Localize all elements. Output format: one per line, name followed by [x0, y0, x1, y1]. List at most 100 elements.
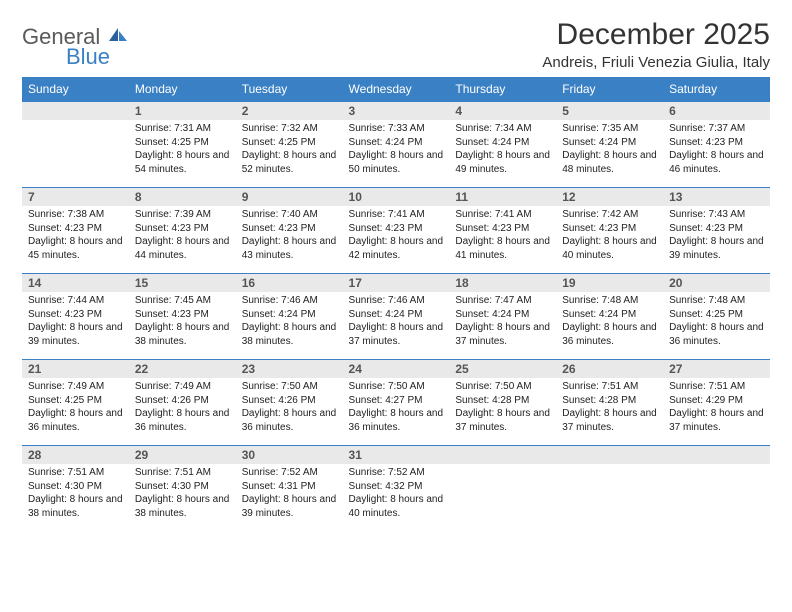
location-text: Andreis, Friuli Venezia Giulia, Italy	[542, 54, 770, 71]
daylight-text: Daylight: 8 hours and 38 minutes.	[28, 493, 123, 520]
sunset-text: Sunset: 4:31 PM	[242, 480, 337, 494]
calendar-week-row: 14Sunrise: 7:44 AMSunset: 4:23 PMDayligh…	[22, 274, 770, 360]
sunrise-text: Sunrise: 7:51 AM	[562, 380, 657, 394]
sunrise-text: Sunrise: 7:35 AM	[562, 122, 657, 136]
sunset-text: Sunset: 4:24 PM	[562, 136, 657, 150]
sunrise-text: Sunrise: 7:40 AM	[242, 208, 337, 222]
daylight-text: Daylight: 8 hours and 39 minutes.	[669, 235, 764, 262]
day-number: 11	[449, 188, 556, 206]
day-number: 17	[343, 274, 450, 292]
calendar-cell: 24Sunrise: 7:50 AMSunset: 4:27 PMDayligh…	[343, 360, 450, 446]
sunrise-text: Sunrise: 7:32 AM	[242, 122, 337, 136]
daylight-text: Daylight: 8 hours and 36 minutes.	[562, 321, 657, 348]
calendar-cell: 20Sunrise: 7:48 AMSunset: 4:25 PMDayligh…	[663, 274, 770, 360]
calendar-cell: 4Sunrise: 7:34 AMSunset: 4:24 PMDaylight…	[449, 102, 556, 188]
sunrise-text: Sunrise: 7:50 AM	[455, 380, 550, 394]
calendar-cell: 3Sunrise: 7:33 AMSunset: 4:24 PMDaylight…	[343, 102, 450, 188]
logo: General Blue	[22, 18, 129, 70]
calendar-cell: 23Sunrise: 7:50 AMSunset: 4:26 PMDayligh…	[236, 360, 343, 446]
calendar-cell: 2Sunrise: 7:32 AMSunset: 4:25 PMDaylight…	[236, 102, 343, 188]
calendar-cell: 7Sunrise: 7:38 AMSunset: 4:23 PMDaylight…	[22, 188, 129, 274]
sunset-text: Sunset: 4:23 PM	[669, 222, 764, 236]
col-header: Wednesday	[343, 77, 450, 102]
day-number: 16	[236, 274, 343, 292]
sunset-text: Sunset: 4:24 PM	[455, 136, 550, 150]
sunrise-text: Sunrise: 7:43 AM	[669, 208, 764, 222]
calendar-cell	[663, 446, 770, 532]
day-number: 7	[22, 188, 129, 206]
calendar-week-row: 1Sunrise: 7:31 AMSunset: 4:25 PMDaylight…	[22, 102, 770, 188]
day-number: 18	[449, 274, 556, 292]
day-body: Sunrise: 7:47 AMSunset: 4:24 PMDaylight:…	[449, 292, 556, 352]
col-header: Thursday	[449, 77, 556, 102]
sunset-text: Sunset: 4:30 PM	[135, 480, 230, 494]
day-number: 24	[343, 360, 450, 378]
sunset-text: Sunset: 4:23 PM	[242, 222, 337, 236]
calendar-cell: 15Sunrise: 7:45 AMSunset: 4:23 PMDayligh…	[129, 274, 236, 360]
day-body: Sunrise: 7:50 AMSunset: 4:26 PMDaylight:…	[236, 378, 343, 438]
day-number: 14	[22, 274, 129, 292]
day-body: Sunrise: 7:39 AMSunset: 4:23 PMDaylight:…	[129, 206, 236, 266]
daylight-text: Daylight: 8 hours and 43 minutes.	[242, 235, 337, 262]
day-number	[22, 102, 129, 120]
calendar-cell: 10Sunrise: 7:41 AMSunset: 4:23 PMDayligh…	[343, 188, 450, 274]
day-body: Sunrise: 7:49 AMSunset: 4:25 PMDaylight:…	[22, 378, 129, 438]
day-body: Sunrise: 7:37 AMSunset: 4:23 PMDaylight:…	[663, 120, 770, 180]
calendar-cell: 26Sunrise: 7:51 AMSunset: 4:28 PMDayligh…	[556, 360, 663, 446]
sunset-text: Sunset: 4:25 PM	[669, 308, 764, 322]
calendar-header-row: Sunday Monday Tuesday Wednesday Thursday…	[22, 77, 770, 102]
calendar-cell: 8Sunrise: 7:39 AMSunset: 4:23 PMDaylight…	[129, 188, 236, 274]
day-body: Sunrise: 7:34 AMSunset: 4:24 PMDaylight:…	[449, 120, 556, 180]
sunset-text: Sunset: 4:23 PM	[28, 222, 123, 236]
sunset-text: Sunset: 4:23 PM	[669, 136, 764, 150]
sunset-text: Sunset: 4:24 PM	[562, 308, 657, 322]
daylight-text: Daylight: 8 hours and 38 minutes.	[135, 493, 230, 520]
daylight-text: Daylight: 8 hours and 36 minutes.	[135, 407, 230, 434]
day-number: 10	[343, 188, 450, 206]
daylight-text: Daylight: 8 hours and 37 minutes.	[669, 407, 764, 434]
day-body	[22, 120, 129, 126]
day-number: 23	[236, 360, 343, 378]
sunset-text: Sunset: 4:24 PM	[455, 308, 550, 322]
sunrise-text: Sunrise: 7:52 AM	[349, 466, 444, 480]
day-body: Sunrise: 7:40 AMSunset: 4:23 PMDaylight:…	[236, 206, 343, 266]
sunrise-text: Sunrise: 7:41 AM	[455, 208, 550, 222]
col-header: Saturday	[663, 77, 770, 102]
calendar-cell: 9Sunrise: 7:40 AMSunset: 4:23 PMDaylight…	[236, 188, 343, 274]
sunrise-text: Sunrise: 7:33 AM	[349, 122, 444, 136]
day-number: 4	[449, 102, 556, 120]
daylight-text: Daylight: 8 hours and 37 minutes.	[562, 407, 657, 434]
sunrise-text: Sunrise: 7:45 AM	[135, 294, 230, 308]
col-header: Monday	[129, 77, 236, 102]
day-body: Sunrise: 7:48 AMSunset: 4:25 PMDaylight:…	[663, 292, 770, 352]
daylight-text: Daylight: 8 hours and 36 minutes.	[28, 407, 123, 434]
day-body	[449, 464, 556, 470]
day-number: 19	[556, 274, 663, 292]
calendar-cell: 31Sunrise: 7:52 AMSunset: 4:32 PMDayligh…	[343, 446, 450, 532]
day-body: Sunrise: 7:41 AMSunset: 4:23 PMDaylight:…	[449, 206, 556, 266]
daylight-text: Daylight: 8 hours and 48 minutes.	[562, 149, 657, 176]
day-number: 1	[129, 102, 236, 120]
calendar-cell: 1Sunrise: 7:31 AMSunset: 4:25 PMDaylight…	[129, 102, 236, 188]
title-block: December 2025 Andreis, Friuli Venezia Gi…	[542, 18, 770, 71]
sunrise-text: Sunrise: 7:48 AM	[562, 294, 657, 308]
day-number	[663, 446, 770, 464]
day-body: Sunrise: 7:48 AMSunset: 4:24 PMDaylight:…	[556, 292, 663, 352]
sunrise-text: Sunrise: 7:51 AM	[135, 466, 230, 480]
daylight-text: Daylight: 8 hours and 37 minutes.	[455, 407, 550, 434]
sunset-text: Sunset: 4:23 PM	[135, 222, 230, 236]
day-number: 8	[129, 188, 236, 206]
day-number: 9	[236, 188, 343, 206]
calendar-cell: 19Sunrise: 7:48 AMSunset: 4:24 PMDayligh…	[556, 274, 663, 360]
day-body: Sunrise: 7:46 AMSunset: 4:24 PMDaylight:…	[236, 292, 343, 352]
sunset-text: Sunset: 4:24 PM	[242, 308, 337, 322]
sunrise-text: Sunrise: 7:48 AM	[669, 294, 764, 308]
col-header: Friday	[556, 77, 663, 102]
day-body: Sunrise: 7:49 AMSunset: 4:26 PMDaylight:…	[129, 378, 236, 438]
daylight-text: Daylight: 8 hours and 38 minutes.	[242, 321, 337, 348]
day-number	[556, 446, 663, 464]
calendar-cell: 25Sunrise: 7:50 AMSunset: 4:28 PMDayligh…	[449, 360, 556, 446]
day-body: Sunrise: 7:43 AMSunset: 4:23 PMDaylight:…	[663, 206, 770, 266]
sunset-text: Sunset: 4:23 PM	[28, 308, 123, 322]
day-number: 25	[449, 360, 556, 378]
